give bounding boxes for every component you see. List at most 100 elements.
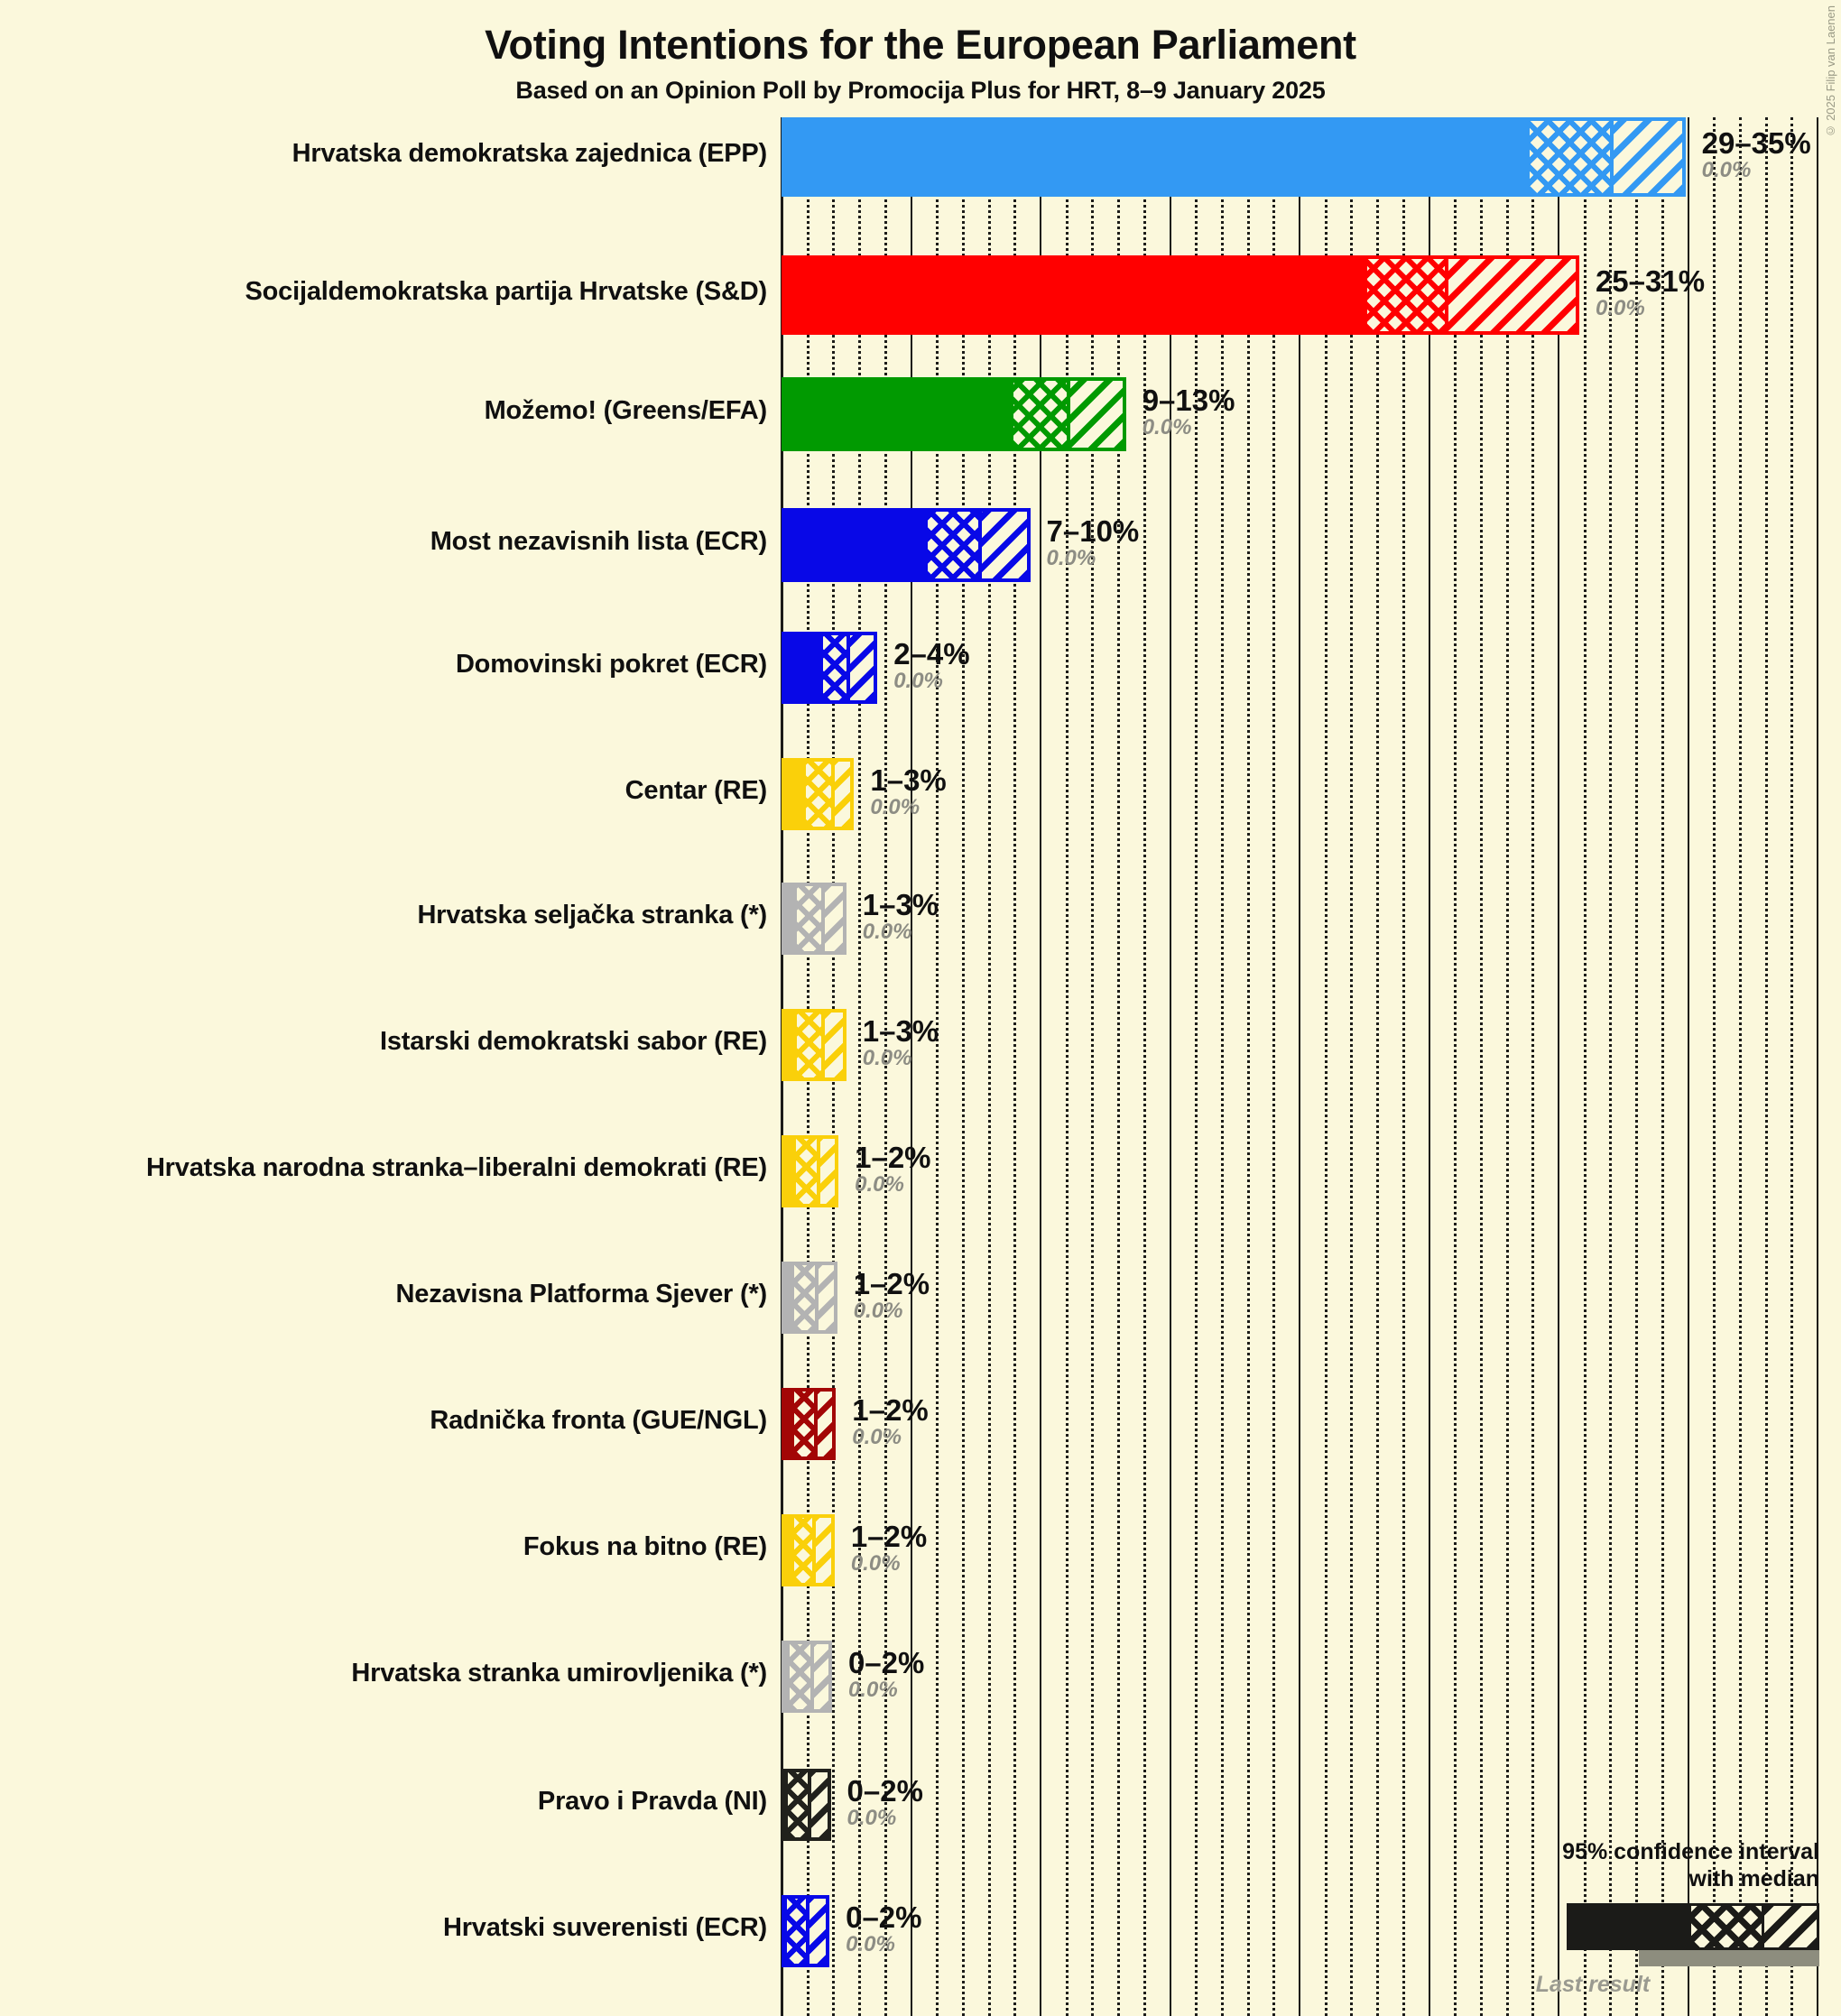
party-label: Fokus na bitno (RE): [523, 1532, 767, 1561]
gridline-minor: [1454, 117, 1457, 2016]
bar-segment-upper-hatch: [846, 635, 874, 700]
value-labels: 25–31% 0.0%: [1596, 266, 1705, 322]
gridline-minor: [1479, 117, 1483, 2016]
bar-segment-upper-hatch: [813, 1392, 833, 1457]
value-labels: 1–3% 0.0%: [870, 765, 946, 821]
value-labels: 1–3% 0.0%: [863, 1016, 939, 1072]
gridline-minor: [1350, 117, 1354, 2016]
value-range: 1–2%: [852, 1393, 929, 1427]
bar-row: Hrvatska stranka umirovljenika (*) 0–2% 0.…: [0, 1641, 1841, 1713]
gridline-minor: [1738, 117, 1742, 2016]
value-range: 1–2%: [855, 1141, 931, 1174]
bar-segment-median-crosshatch: [797, 1013, 822, 1077]
value-labels: 1–3% 0.0%: [863, 890, 939, 946]
party-label: Možemo! (Greens/EFA): [484, 396, 768, 425]
confidence-interval-bar: [782, 1388, 837, 1460]
bar-row: Socijaldemokratska partija Hrvatske (S&D…: [0, 255, 1841, 335]
legend-last-result-bar: [1639, 1950, 1819, 1966]
bar-segment-upper-hatch: [812, 1518, 831, 1583]
bar-segment-solid: [785, 1013, 798, 1077]
value-range: 1–3%: [870, 763, 947, 797]
gridline-minor: [1713, 117, 1716, 2016]
value-labels: 2–4% 0.0%: [893, 639, 969, 695]
gridline-minor: [961, 117, 965, 2016]
gridline-minor: [1764, 117, 1768, 2016]
confidence-interval-bar: [782, 117, 1686, 197]
party-label: Hrvatski suverenisti (ECR): [442, 1913, 767, 1942]
bar-segment-upper-hatch: [821, 886, 843, 951]
gridline-minor: [1117, 117, 1121, 2016]
bar-segment-median-crosshatch: [795, 1139, 817, 1204]
gridline-minor: [1531, 117, 1535, 2016]
value-range: 9–13%: [1142, 384, 1235, 417]
party-label: Hrvatska demokratska zajednica (EPP): [291, 139, 768, 168]
last-result-value: 0.0%: [850, 1551, 901, 1576]
gridline-minor: [987, 117, 991, 2016]
value-range: 1–3%: [862, 1014, 939, 1048]
party-label: Nezavisna Platforma Sjever (*): [395, 1280, 768, 1309]
gridline-minor: [1013, 117, 1017, 2016]
last-result-value: 0.0%: [853, 1299, 903, 1323]
bar-segment-upper-hatch: [809, 1644, 828, 1709]
gridline-minor: [1195, 117, 1198, 2016]
bar-segment-median-crosshatch: [786, 1899, 807, 1964]
value-range: 1–3%: [862, 888, 939, 921]
last-result-value: 0.0%: [1701, 158, 1752, 182]
bar-segment-solid: [785, 121, 1531, 193]
value-range: 7–10%: [1046, 514, 1140, 548]
plot-area: [781, 117, 1841, 2016]
confidence-interval-bar: [782, 1769, 831, 1841]
bar-segment-solid: [785, 886, 798, 951]
bar-segment-median-crosshatch: [788, 1772, 808, 1837]
value-labels: 9–13% 0.0%: [1143, 385, 1235, 441]
legend-upper-segment: [1762, 1906, 1817, 1947]
bar-row: Centar (RE) 1–3% 0.0%: [0, 758, 1841, 830]
party-label: Centar (RE): [624, 776, 768, 805]
party-label: Hrvatska seljačka stranka (*): [417, 901, 767, 929]
last-result-value: 0.0%: [855, 1172, 904, 1197]
confidence-interval-bar: [782, 632, 878, 704]
confidence-interval-bar: [782, 377, 1126, 451]
bar-segment-upper-hatch: [1610, 121, 1682, 193]
last-result-value: 0.0%: [1142, 415, 1192, 439]
gridline-major: [1558, 117, 1559, 2016]
gridline-minor: [1143, 117, 1146, 2016]
legend-last-result-label: Last result: [1535, 1972, 1651, 1997]
last-result-value: 0.0%: [1046, 546, 1096, 570]
gridline-minor: [1246, 117, 1250, 2016]
bar-segment-median-crosshatch: [822, 635, 846, 700]
party-label: Radnička fronta (GUE/NGL): [430, 1406, 767, 1435]
chart-subtitle: Based on an Opinion Poll by Promocija Pl…: [515, 77, 1326, 104]
bar-segment-solid: [785, 1392, 795, 1457]
gridline-minor: [1065, 117, 1069, 2016]
bar-segment-upper-hatch: [821, 1013, 843, 1077]
bar-segment-upper-hatch: [815, 1265, 834, 1330]
bar-segment-median-crosshatch: [789, 1644, 810, 1709]
bar-segment-solid: [785, 1644, 790, 1709]
value-labels: 29–35% 0.0%: [1702, 128, 1811, 184]
bar-segment-solid: [785, 259, 1367, 331]
last-result-value: 0.0%: [852, 1425, 902, 1449]
gridline-minor: [858, 117, 862, 2016]
bar-segment-solid: [785, 512, 929, 578]
legend-line-2: with median: [1688, 1865, 1819, 1891]
last-result-value: 0.0%: [847, 1678, 898, 1702]
confidence-interval-bar: [782, 1262, 837, 1334]
bar-row: Hrvatski suverenisti (ECR) 0–2% 0.0%: [0, 1895, 1841, 1967]
bar-segment-median-crosshatch: [794, 1265, 816, 1330]
bar-segment-upper-hatch: [978, 512, 1027, 578]
last-result-value: 0.0%: [870, 795, 920, 819]
bar-row: Hrvatska seljačka stranka (*) 1–3% 0.0%: [0, 883, 1841, 955]
party-label: Istarski demokratski sabor (RE): [380, 1027, 767, 1056]
bar-segment-solid: [785, 762, 807, 827]
bar-segment-upper-hatch: [1444, 259, 1576, 331]
value-range: 2–4%: [893, 637, 970, 670]
value-labels: 1–2% 0.0%: [852, 1395, 928, 1451]
bar-row: Možemo! (Greens/EFA) 9–13% 0.0%: [0, 377, 1841, 451]
bar-segment-upper-hatch: [807, 1772, 828, 1837]
gridline-major: [1040, 117, 1041, 2016]
last-result-value: 0.0%: [846, 1806, 897, 1830]
bar-segment-median-crosshatch: [928, 512, 979, 578]
confidence-interval-bar: [782, 758, 855, 830]
